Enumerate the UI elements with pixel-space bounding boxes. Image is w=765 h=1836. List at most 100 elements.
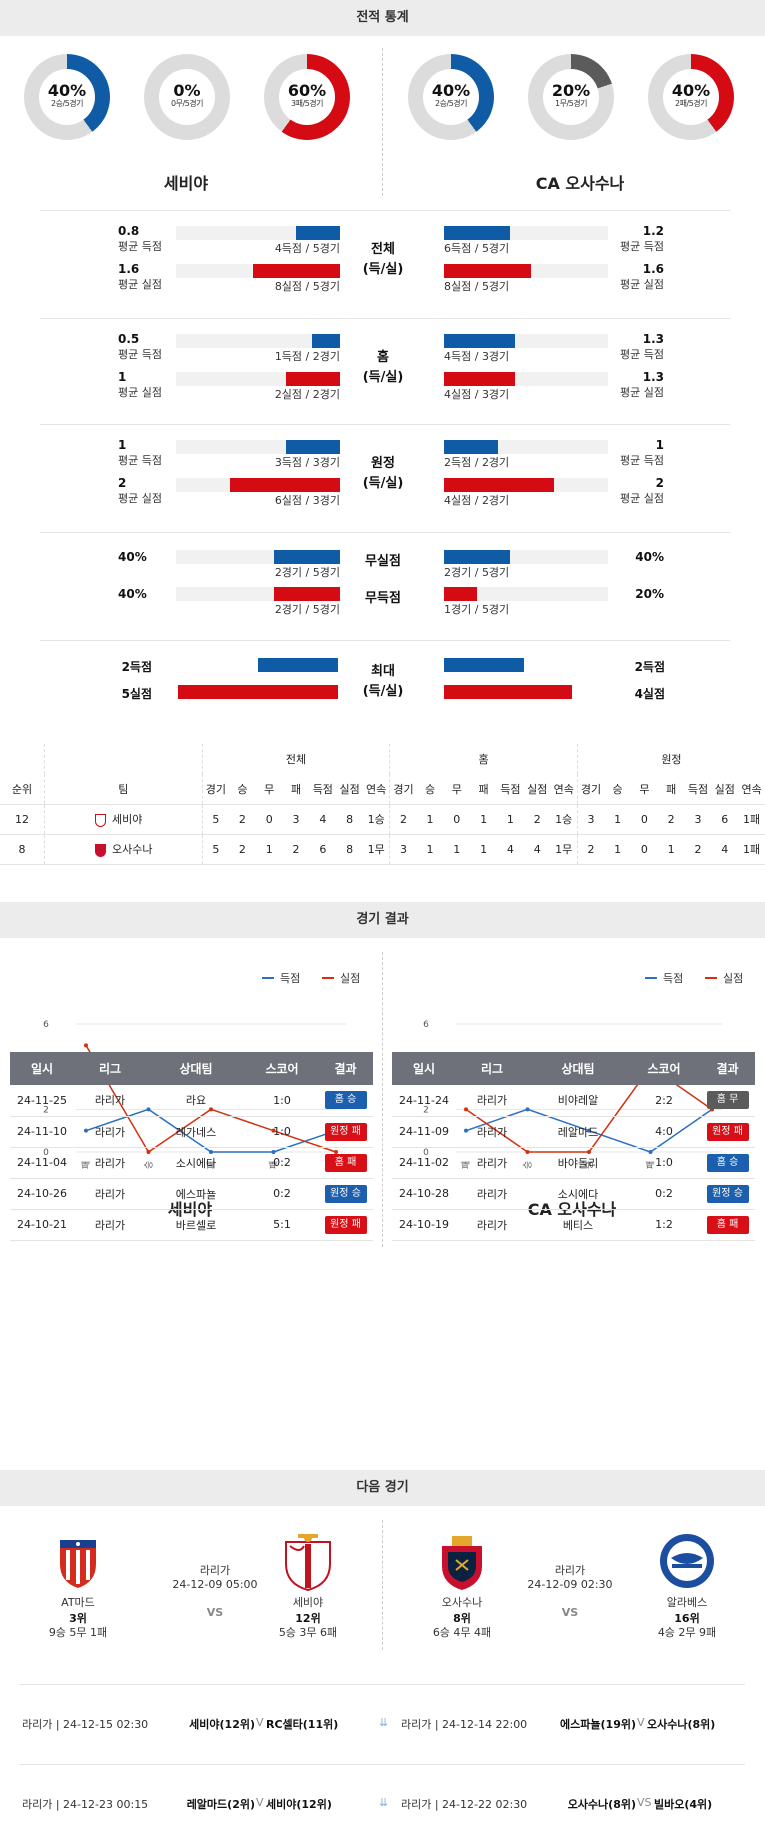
- match-date: 24-11-02: [392, 1147, 456, 1179]
- result-badge: 홈 무: [706, 1091, 749, 1110]
- next-left-league: 라리가: [199, 1564, 231, 1577]
- match-league: 라리가: [456, 1085, 528, 1117]
- stat-cell: 2: [533, 812, 541, 826]
- schedule-vs: V: [256, 1716, 264, 1729]
- rank: 12: [0, 804, 45, 834]
- match-score: 0:2: [246, 1178, 318, 1210]
- right-stat-label: 평균 실점: [620, 386, 664, 399]
- stat-cell: 0: [640, 842, 648, 856]
- next-right-away-record: 4승 2무 9패: [657, 1626, 717, 1639]
- standings-col-header: 득점: [687, 782, 709, 796]
- divider: [20, 1684, 745, 1685]
- match-date: 24-11-04: [10, 1147, 74, 1179]
- right-track: [444, 587, 608, 601]
- schedule-away: 오사수나(8위): [647, 1718, 716, 1731]
- match-result: 홈 패: [318, 1147, 373, 1179]
- standings-col-header: 실점: [339, 782, 360, 796]
- match-result: 원정 패: [318, 1209, 373, 1241]
- left-bar: [286, 440, 340, 454]
- stat-cell: 1: [265, 842, 273, 856]
- match-opponent: 비야레알: [528, 1085, 628, 1117]
- section-header-next: 다음 경기: [0, 1470, 765, 1506]
- standings-col-header: 패: [478, 782, 489, 796]
- match-league: 라리가: [74, 1116, 146, 1148]
- next-right-away-rank: 16위: [674, 1612, 700, 1625]
- match-score: 1:0: [628, 1147, 700, 1179]
- match-opponent: 에스파뇰: [146, 1178, 246, 1210]
- stat-cell: 1: [480, 842, 488, 856]
- results-row: 24-10-26 라리가 에스파뇰 0:2 원정 승: [10, 1178, 373, 1210]
- match-date: 24-11-24: [392, 1085, 456, 1117]
- result-badge: 홈 승: [706, 1153, 749, 1172]
- right-max-value: 4실점: [634, 687, 665, 701]
- right-bar-caption: 2경기 / 5경기: [444, 566, 510, 579]
- schedule-home: 오사수나(8위): [567, 1798, 636, 1811]
- stat-cell: 1패: [743, 843, 761, 856]
- left-bar: [230, 478, 340, 492]
- stat-cell: 3: [694, 812, 702, 826]
- y-tick-label: 6: [423, 1020, 429, 1030]
- next-left-vs: VS: [206, 1606, 224, 1619]
- data-point: [84, 1043, 88, 1048]
- match-date: 24-11-10: [10, 1116, 74, 1148]
- right-bar-caption: 8실점 / 5경기: [444, 280, 510, 293]
- team-name: 세비야: [111, 813, 143, 826]
- left-bar: [296, 226, 340, 240]
- standings-col-header: 경기: [580, 782, 602, 796]
- match-league: 라리가: [74, 1178, 146, 1210]
- next-left-away-name: 세비야: [292, 1596, 324, 1609]
- standings-col-header: 패: [290, 782, 302, 796]
- match-score: 0:2: [628, 1178, 700, 1210]
- results-row: 24-11-02 라리가 바야돌리 1:0 홈 승: [392, 1147, 755, 1179]
- donut-label: 2승/5경기: [435, 99, 467, 108]
- standings-col-header: 경기: [393, 782, 414, 796]
- next-right-away-name: 알라베스: [666, 1596, 708, 1609]
- left-bar-caption: 6실점 / 3경기: [274, 494, 340, 507]
- chevron-down-icon[interactable]: ⇊: [379, 1716, 389, 1729]
- clean-label: 무실점: [365, 554, 401, 569]
- right-stat-label: 평균 득점: [620, 240, 664, 253]
- right-stat-label: 평균 득점: [620, 454, 664, 467]
- right-stat-label: 평균 실점: [620, 492, 664, 505]
- match-date: 24-10-26: [10, 1178, 74, 1210]
- results-col-header: 일시: [392, 1052, 456, 1085]
- schedule-home: 에스파뇰(19위): [560, 1718, 636, 1731]
- stat-cell: 1승: [550, 804, 578, 834]
- right-stat-value: 1.3: [642, 332, 664, 346]
- standings-table: 전체 홈 원정 순위 팀 경기 승 무 패 득점 실점 연속 경기 승 무 패 득점 실점 연속 경기 승 무 패 득점…: [0, 744, 765, 865]
- match-score: 2:2: [628, 1085, 700, 1117]
- right-bar: [444, 587, 477, 601]
- osasuna-logo: [436, 1532, 488, 1592]
- stat-cell: 4: [319, 812, 327, 826]
- group-label: 원정 (득/실): [362, 456, 404, 491]
- stat-cell: 1: [426, 842, 434, 856]
- max-label: 최대 (득/실): [362, 664, 404, 699]
- results-header-row: 일시 리그 상대팀 스코어 결과: [10, 1052, 373, 1085]
- donut-chart: 40% 2승/5경기: [408, 54, 494, 140]
- stat-cell: 4: [533, 842, 541, 856]
- group-away: 원정: [661, 753, 682, 766]
- right-clean-value: 20%: [635, 587, 664, 601]
- standings-col-header: 실점: [527, 782, 548, 796]
- left-bar: [274, 587, 340, 601]
- schedule-away: 빌바오(4위): [654, 1798, 713, 1811]
- next-right-home-rank: 8위: [453, 1612, 471, 1625]
- next-right-home-name: 오사수나: [441, 1596, 483, 1609]
- left-stat-label: 평균 득점: [118, 240, 162, 253]
- stat-cell: 2: [399, 812, 407, 826]
- chevron-down-icon[interactable]: ⇊: [379, 1796, 389, 1809]
- right-max-value: 2득점: [634, 660, 665, 674]
- next-left-home-record: 9승 5무 1패: [48, 1626, 108, 1639]
- stat-cell: 3: [292, 812, 300, 826]
- next-left-away-record: 5승 3무 6패: [278, 1626, 338, 1639]
- match-score: 4:0: [628, 1116, 700, 1148]
- donut-chart: 0% 0무/5경기: [144, 54, 230, 140]
- stat-cell: 0: [640, 812, 648, 826]
- standings-columns: 순위 팀 경기 승 무 패 득점 실점 연속 경기 승 무 패 득점 실점 연속 경기 승 무 패 득점 실점 연속: [0, 774, 765, 804]
- section-header-results: 경기 결과: [0, 902, 765, 938]
- match-league: 라리가: [74, 1147, 146, 1179]
- left-clean-value: 40%: [118, 587, 147, 601]
- stat-cell: 5: [212, 842, 220, 856]
- results-row: 24-10-21 라리가 바르셀로 5:1 원정 패: [10, 1209, 373, 1241]
- standings-col-header: 무: [451, 782, 462, 796]
